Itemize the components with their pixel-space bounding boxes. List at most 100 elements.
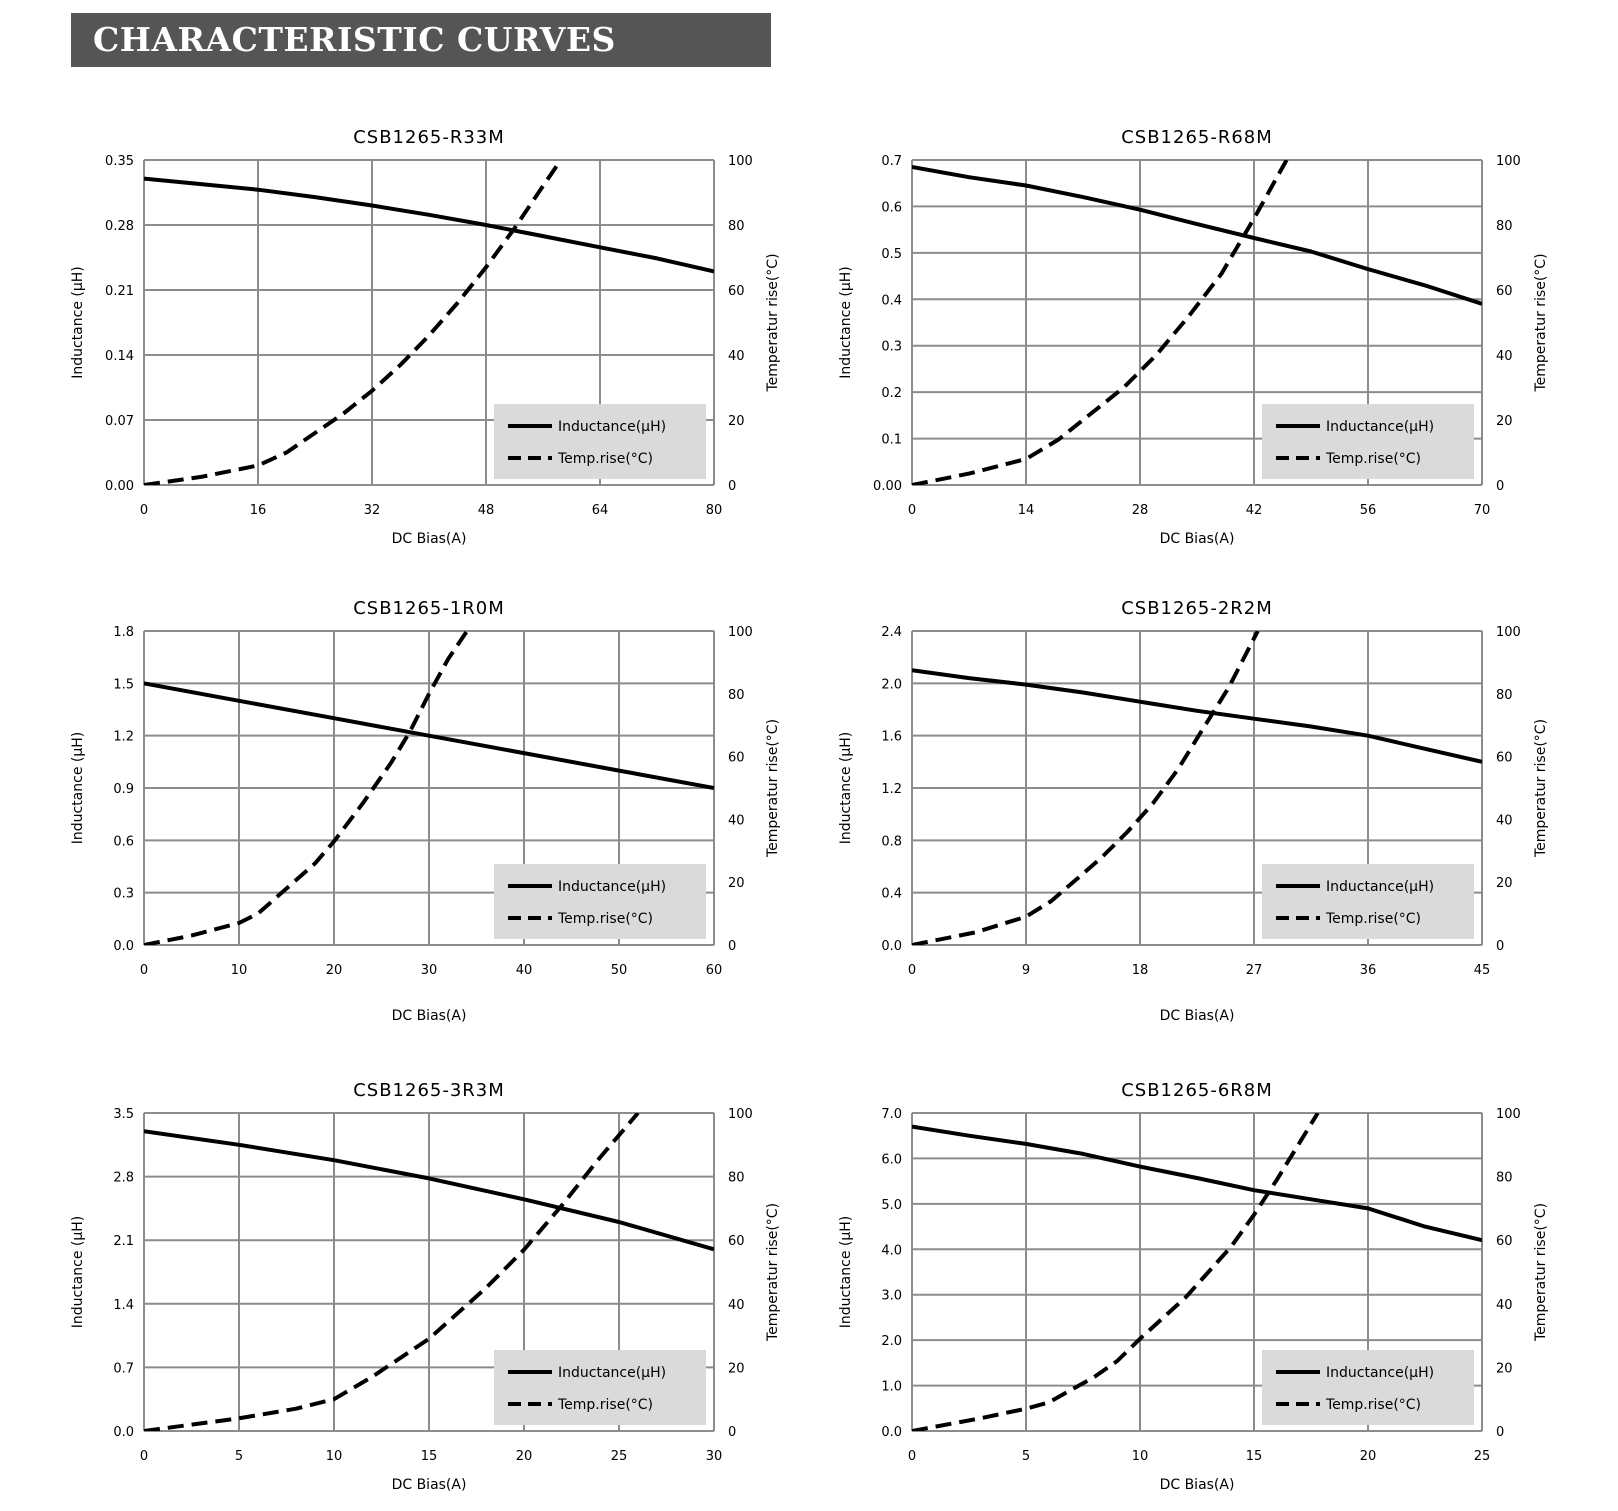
y2-tick-label: 0 — [728, 939, 736, 954]
x-tick-label: 0 — [908, 503, 916, 518]
x-axis-label: DC Bias(A) — [392, 1008, 467, 1024]
y2-tick-label: 40 — [1496, 349, 1513, 364]
series-line-inductance — [144, 1129, 714, 1252]
x-tick-label: 0 — [908, 963, 916, 978]
y-tick-label: 2.4 — [881, 625, 902, 640]
legend-background — [494, 404, 706, 479]
y2-tick-label: 0 — [728, 479, 736, 494]
y2-tick-label: 60 — [1496, 751, 1513, 766]
x-tick-label: 10 — [326, 1449, 343, 1464]
y2-tick-label: 60 — [728, 284, 745, 299]
y-tick-label: 0.4 — [881, 293, 902, 308]
y2-axis-label: Temperatur rise(°C) — [1533, 1203, 1549, 1342]
y2-tick-label: 100 — [1496, 1107, 1521, 1122]
legend-background — [494, 1350, 706, 1425]
y-tick-label: 4.0 — [881, 1243, 902, 1258]
chart-title: CSB1265-2R2M — [1121, 598, 1273, 619]
y2-tick-label: 100 — [728, 154, 753, 169]
x-tick-label: 16 — [250, 503, 267, 518]
series-line-temp-rise — [912, 1113, 1320, 1431]
series-line-inductance — [912, 165, 1482, 306]
y2-tick-label: 80 — [728, 1171, 745, 1186]
series-line-temp-rise — [144, 160, 563, 485]
y-tick-label: 7.0 — [881, 1107, 902, 1122]
legend: Inductance(μH) Temp.rise(°C) — [494, 864, 706, 939]
x-tick-label: 60 — [706, 963, 723, 978]
legend-label: Inductance(μH) — [558, 1365, 666, 1381]
y-tick-label: 1.5 — [113, 677, 134, 692]
x-tick-label: 25 — [1474, 1449, 1491, 1464]
x-tick-label: 20 — [516, 1449, 533, 1464]
y-tick-label: 5.0 — [881, 1198, 902, 1213]
y-tick-label: 0.4 — [881, 887, 902, 902]
y-tick-label: 1.2 — [881, 782, 902, 797]
y-tick-label: 0.28 — [105, 219, 134, 234]
y2-tick-label: 60 — [728, 1234, 745, 1249]
y2-axis-label: Temperatur rise(°C) — [765, 253, 781, 392]
series-line-inductance — [912, 1124, 1482, 1243]
y-axis-label: Inductance (μH) — [838, 732, 854, 845]
y-tick-label: 0.5 — [881, 247, 902, 262]
legend-label: Temp.rise(°C) — [557, 911, 653, 927]
y2-tick-label: 40 — [728, 349, 745, 364]
y2-tick-label: 40 — [1496, 813, 1513, 828]
series-line-temp-rise — [912, 160, 1289, 485]
chart-title: CSB1265-3R3M — [353, 1080, 505, 1101]
y-tick-label: 1.6 — [881, 730, 902, 745]
y-tick-label: 0.00 — [873, 479, 902, 494]
x-tick-label: 30 — [706, 1449, 723, 1464]
y-tick-label: 0.6 — [881, 200, 902, 215]
legend-label: Temp.rise(°C) — [557, 1397, 653, 1413]
y-axis-label: Inductance (μH) — [838, 1216, 854, 1329]
x-tick-label: 48 — [478, 503, 495, 518]
y-tick-label: 1.2 — [113, 730, 134, 745]
legend-label: Inductance(μH) — [1326, 879, 1434, 895]
y2-tick-label: 100 — [1496, 625, 1521, 640]
x-tick-label: 5 — [1022, 1449, 1030, 1464]
legend-background — [494, 864, 706, 939]
x-tick-label: 0 — [908, 1449, 916, 1464]
y-tick-label: 3.5 — [113, 1107, 134, 1122]
y2-tick-label: 40 — [1496, 1298, 1513, 1313]
y-tick-label: 0.07 — [105, 414, 134, 429]
x-tick-label: 40 — [516, 963, 533, 978]
page-title: CHARACTERISTIC CURVES — [93, 20, 616, 59]
chart-4: 0 5 10 15 20 25 30 0.0 0.7 1.4 2.1 2.8 3.5 0 20 40 60 80 1… — [70, 1080, 781, 1493]
x-tick-label: 70 — [1474, 503, 1491, 518]
y-tick-label: 0.0 — [881, 939, 902, 954]
y2-axis-label: Temperatur rise(°C) — [1533, 253, 1549, 392]
series-line-temp-rise — [144, 631, 469, 945]
x-tick-label: 56 — [1360, 503, 1377, 518]
x-tick-label: 30 — [421, 963, 438, 978]
y2-tick-label: 20 — [728, 414, 745, 429]
y-tick-label: 0.6 — [113, 834, 134, 849]
legend-label: Temp.rise(°C) — [1325, 451, 1421, 467]
x-tick-label: 42 — [1246, 503, 1263, 518]
chart-0: 0 16 32 48 64 80 0.00 0.07 0.14 0.21 0.28 0.35 0 20 40… — [70, 127, 781, 547]
x-tick-label: 10 — [231, 963, 248, 978]
legend-label: Inductance(μH) — [558, 879, 666, 895]
y2-tick-label: 0 — [1496, 479, 1504, 494]
chart-title: CSB1265-R68M — [1121, 127, 1273, 148]
y2-tick-label: 80 — [1496, 219, 1513, 234]
legend-label: Temp.rise(°C) — [557, 451, 653, 467]
legend: Inductance(μH) Temp.rise(°C) — [1262, 1350, 1474, 1425]
x-tick-label: 9 — [1022, 963, 1030, 978]
y-tick-label: 0.3 — [881, 340, 902, 355]
y2-tick-label: 20 — [728, 1361, 745, 1376]
y2-tick-label: 60 — [1496, 1234, 1513, 1249]
y2-tick-label: 60 — [1496, 284, 1513, 299]
chart-5: 0 5 10 15 20 25 0.0 1.0 2.0 3.0 4.0 5.0 6.0 7.0 0 20 40 6… — [838, 1080, 1549, 1493]
x-tick-label: 10 — [1132, 1449, 1149, 1464]
legend-background — [1262, 1350, 1474, 1425]
chart-title: CSB1265-R33M — [353, 127, 505, 148]
x-tick-label: 32 — [364, 503, 381, 518]
x-tick-label: 28 — [1132, 503, 1149, 518]
y2-tick-label: 0 — [1496, 939, 1504, 954]
x-tick-label: 0 — [140, 963, 148, 978]
y-tick-label: 0.0 — [113, 1425, 134, 1440]
header-banner: CHARACTERISTIC CURVES — [71, 13, 771, 67]
legend: Inductance(μH) Temp.rise(°C) — [494, 404, 706, 479]
series-line-inductance — [144, 681, 714, 790]
x-tick-label: 50 — [611, 963, 628, 978]
